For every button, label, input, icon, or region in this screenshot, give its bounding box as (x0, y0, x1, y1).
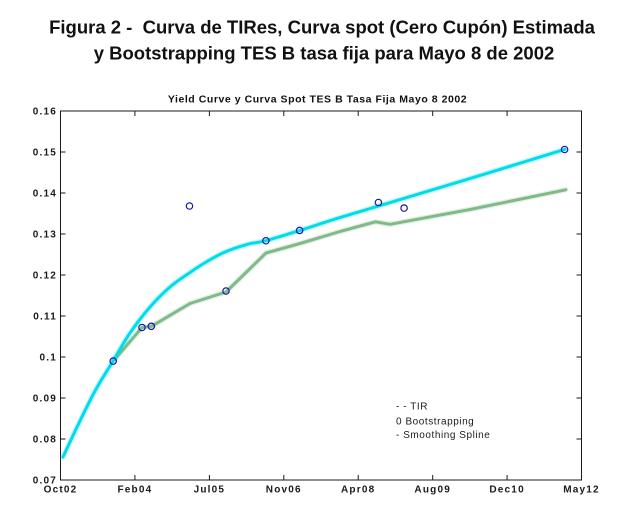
svg-text:May12: May12 (563, 485, 600, 496)
svg-text:Dec10: Dec10 (489, 485, 524, 496)
svg-text:Feb04: Feb04 (117, 485, 152, 496)
svg-text:Yield Curve y Curva Spot TES B: Yield Curve y Curva Spot TES B Tasa Fija… (168, 94, 467, 106)
svg-text:Jul05: Jul05 (194, 485, 226, 496)
svg-text:0.08: 0.08 (33, 435, 57, 446)
svg-text:0 Bootstrapping: 0 Bootstrapping (396, 417, 474, 428)
svg-text:y Bootstrapping TES B tasa fij: y Bootstrapping TES B tasa fija para May… (94, 43, 555, 64)
svg-text:0.15: 0.15 (33, 148, 57, 159)
svg-text:0.14: 0.14 (33, 189, 57, 200)
svg-text:Aug09: Aug09 (414, 485, 451, 496)
svg-text:0.11: 0.11 (33, 312, 57, 323)
svg-text:Apr08: Apr08 (341, 485, 375, 496)
svg-text:0.1: 0.1 (39, 353, 57, 364)
svg-text:Figura 2 - Curva de TIRes, Cu: Figura 2 - Curva de TIRes, Curva spot (C… (49, 17, 596, 38)
svg-text:Oct02: Oct02 (44, 485, 78, 496)
svg-text:0.09: 0.09 (33, 394, 57, 405)
svg-text:0.13: 0.13 (33, 230, 57, 241)
svg-text:- Smoothing Spline: - Smoothing Spline (396, 430, 490, 441)
svg-text:0.07: 0.07 (33, 476, 57, 487)
svg-text:Nov06: Nov06 (266, 485, 302, 496)
svg-text:0.16: 0.16 (33, 107, 57, 118)
svg-text:- - TIR: - - TIR (396, 402, 428, 413)
svg-text:0.12: 0.12 (33, 271, 57, 282)
